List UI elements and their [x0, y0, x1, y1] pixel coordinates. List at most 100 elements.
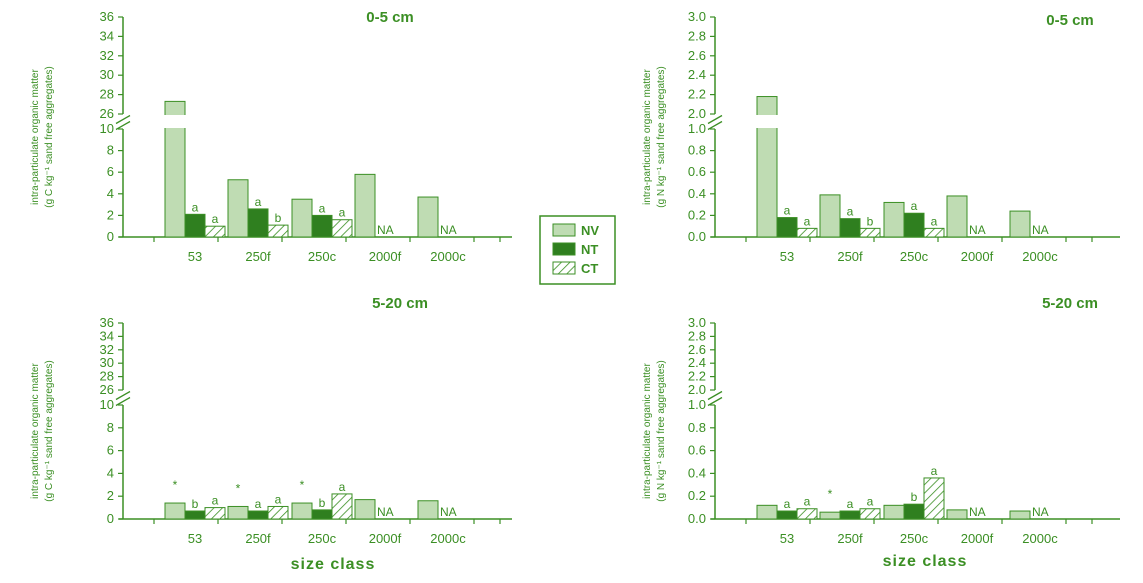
y-tick-label: 0.4: [688, 465, 706, 480]
legend-label-nt: NT: [581, 242, 598, 257]
letter-label: a: [847, 497, 854, 511]
letter-label: a: [784, 497, 791, 511]
y-tick-label: 0.2: [688, 207, 706, 222]
bar-nv: [946, 195, 968, 238]
x-tick-label: 250c: [900, 531, 929, 546]
bar-nt: [184, 510, 206, 520]
bar-ct: [204, 225, 226, 238]
y-axis-label: intra-particulate organic matter (g C kg⁻…: [30, 360, 55, 501]
y-tick-label: 30: [100, 67, 114, 82]
letter-label: a: [804, 214, 811, 228]
x-tick-label: 2000f: [369, 249, 402, 264]
y-tick-label: 2.0: [688, 382, 706, 397]
legend-swatch-nt: [552, 242, 576, 256]
bar-nt: [839, 218, 861, 238]
y-tick-label: 1.0: [688, 397, 706, 412]
x-tick-label: 2000c: [1022, 531, 1058, 546]
y-axis-label: intra-particulate organic matter (g C kg⁻…: [30, 66, 55, 207]
x-tick-label: 2000c: [1022, 249, 1058, 264]
y-tick-label: 34: [100, 328, 114, 343]
y-axis-label-line: (g C kg⁻¹ sand free aggregates): [44, 66, 55, 207]
y-axis-label-line: (g N kg⁻¹ sand free aggregates): [656, 66, 667, 207]
bar-nt: [776, 510, 798, 520]
letter-label: b: [867, 214, 874, 228]
bar-ct: [267, 505, 289, 520]
letter-label: a: [275, 492, 282, 506]
legend-box: [539, 215, 616, 285]
y-tick-label: 0: [107, 511, 114, 526]
axis-break-mark: [115, 114, 131, 125]
x-tick-label: 53: [780, 249, 794, 264]
letter-label: a: [319, 201, 326, 215]
y-tick-label: 3.0: [688, 9, 706, 24]
y-tick-label: 2.2: [688, 369, 706, 384]
y-tick-label: 2: [107, 207, 114, 222]
axis-break-mark: [115, 120, 131, 131]
bar-nv: [756, 96, 778, 238]
letter-label: a: [847, 205, 854, 219]
bar-nt: [903, 503, 925, 520]
x-tick-label: 250f: [245, 249, 271, 264]
y-tick-label: 4: [107, 465, 114, 480]
panel-title: 0-5 cm: [1046, 12, 1094, 29]
y-tick-label: 32: [100, 342, 114, 357]
y-tick-label: 2.8: [688, 328, 706, 343]
y-tick-label: 2.0: [688, 106, 706, 121]
y-axis-label-line: (g C kg⁻¹ sand free aggregates): [44, 360, 55, 501]
bar-nt: [247, 208, 269, 238]
y-tick-label: 0.8: [688, 420, 706, 435]
na-label: NA: [969, 505, 986, 519]
bar-nv: [1009, 210, 1031, 238]
y-tick-label: 1.0: [688, 121, 706, 136]
panel-title: 0-5 cm: [366, 9, 414, 26]
bar-ct: [859, 227, 881, 238]
x-tick-label: 2000c: [430, 531, 466, 546]
bar-nt: [247, 510, 269, 520]
bar-ct: [796, 508, 818, 520]
y-axis-label-line: intra-particulate organic matter: [642, 69, 653, 205]
letter-label: a: [931, 464, 938, 478]
y-tick-label: 2.4: [688, 355, 706, 370]
significance-star: *: [828, 487, 833, 501]
y-tick-label: 2.2: [688, 87, 706, 102]
y-tick-label: 0: [107, 229, 114, 244]
bar-nv: [883, 201, 905, 238]
y-tick-label: 28: [100, 87, 114, 102]
letter-label: a: [784, 204, 791, 218]
x-tick-label: 53: [188, 531, 202, 546]
axis-break-mark: [707, 396, 723, 407]
bar-break-gap: [164, 115, 186, 128]
legend-swatch-nv: [552, 223, 576, 237]
y-tick-label: 2.8: [688, 28, 706, 43]
y-tick-label: 30: [100, 355, 114, 370]
y-tick-label: 26: [100, 382, 114, 397]
y-tick-label: 0.2: [688, 488, 706, 503]
na-label: NA: [969, 223, 986, 237]
axis-break-mark: [115, 396, 131, 407]
bar-nv: [227, 505, 249, 520]
bar-ct: [331, 219, 353, 238]
x-tick-label: 53: [780, 531, 794, 546]
bar-nt: [184, 213, 206, 238]
x-tick-label: 2000f: [961, 531, 994, 546]
bar-nv: [354, 173, 376, 238]
bar-nt: [839, 510, 861, 520]
y-tick-label: 32: [100, 48, 114, 63]
y-tick-label: 6: [107, 164, 114, 179]
bar-nv: [227, 179, 249, 238]
axis-break-mark: [115, 390, 131, 401]
letter-label: a: [255, 195, 262, 209]
x-tick-label: 250f: [245, 531, 271, 546]
bar-nv: [164, 100, 186, 238]
na-label: NA: [440, 505, 457, 519]
x-tick-label: 250f: [837, 249, 863, 264]
bar-nt: [903, 212, 925, 238]
y-tick-label: 6: [107, 443, 114, 458]
bar-ct: [859, 508, 881, 520]
significance-star: *: [236, 481, 241, 495]
x-axis-label: size class: [883, 553, 968, 570]
na-label: NA: [377, 505, 394, 519]
x-tick-label: 2000f: [369, 531, 402, 546]
chart-panel-2: 0.0 0.2 0.4 0.6 0.8 1.02.0 2.2 2.4 2.6 2.8 3.0 0-5 …: [642, 9, 1120, 264]
y-axis-label-line: (g N kg⁻¹ sand free aggregates): [656, 360, 667, 501]
